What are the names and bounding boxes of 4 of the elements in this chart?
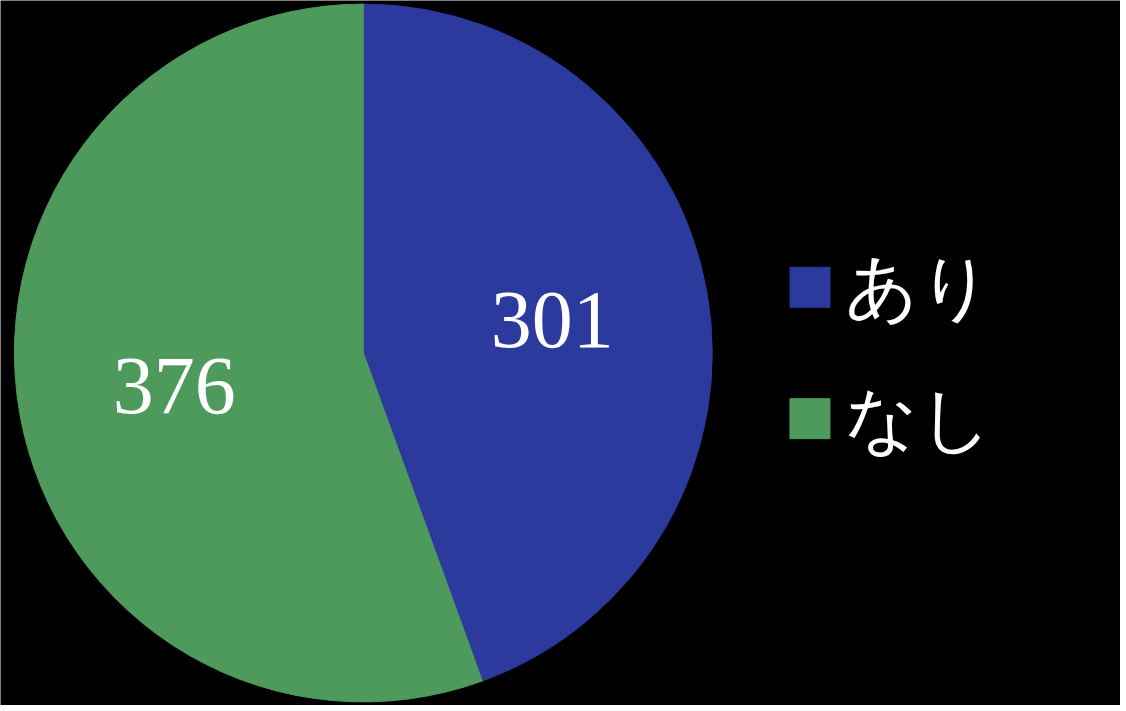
data-label: 301: [490, 274, 614, 366]
legend-label: なし: [844, 376, 993, 461]
data-label: 376: [112, 339, 236, 431]
legend-label: あり: [844, 245, 993, 330]
